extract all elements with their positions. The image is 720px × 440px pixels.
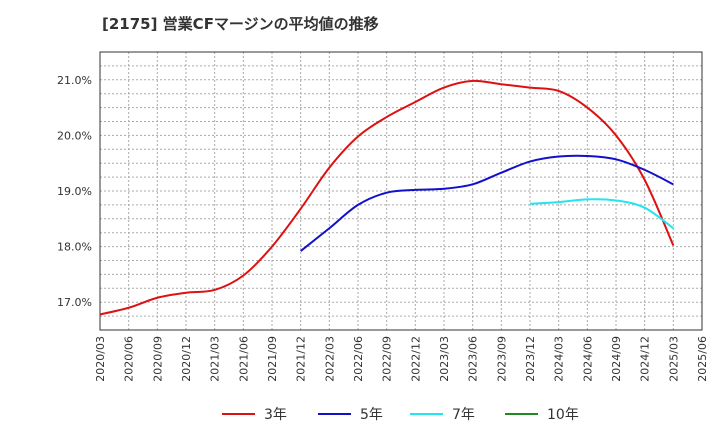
x-tick-label: 2021/12 bbox=[295, 336, 308, 382]
y-tick-label: 21.0% bbox=[57, 74, 92, 87]
x-tick-label: 2020/03 bbox=[94, 336, 107, 382]
x-tick-label: 2022/12 bbox=[409, 336, 422, 382]
x-axis-ticks: 2020/03 2020/06 2020/09 2020/12 2021/03 2021/… bbox=[94, 336, 709, 382]
x-tick-label: 2022/06 bbox=[352, 336, 365, 382]
x-tick-label: 2024/03 bbox=[553, 336, 566, 382]
series-lines bbox=[99, 79, 675, 316]
x-tick-label: 2024/12 bbox=[639, 336, 652, 382]
y-tick-label: 18.0% bbox=[57, 241, 92, 254]
x-tick-label: 2023/12 bbox=[524, 336, 537, 382]
x-tick-label: 2020/09 bbox=[151, 336, 164, 382]
x-tick-label: 2023/03 bbox=[438, 336, 451, 382]
y-tick-label: 20.0% bbox=[57, 129, 92, 142]
x-tick-label: 2024/06 bbox=[581, 336, 594, 382]
legend-label-5年: 5年 bbox=[360, 407, 383, 423]
x-tick-label: 2023/06 bbox=[467, 336, 480, 382]
legend-label-10年: 10年 bbox=[547, 407, 579, 423]
x-tick-label: 2022/03 bbox=[323, 336, 336, 382]
legend-label-7年: 7年 bbox=[452, 407, 475, 423]
series-line-3年 bbox=[99, 79, 675, 316]
x-tick-label: 2020/12 bbox=[180, 336, 193, 382]
series-line-7年 bbox=[529, 198, 674, 230]
legend: 3年 5年 7年 10年 bbox=[222, 407, 579, 423]
x-tick-label: 2022/09 bbox=[381, 336, 394, 382]
x-tick-label: 2023/09 bbox=[495, 336, 508, 382]
plot-frame bbox=[99, 51, 703, 331]
x-tick-label: 2025/06 bbox=[696, 336, 709, 382]
y-tick-label: 19.0% bbox=[57, 185, 92, 198]
x-tick-label: 2025/03 bbox=[667, 336, 680, 382]
chart-title: [2175] 営業CFマージンの平均値の推移 bbox=[102, 15, 379, 33]
legend-label-3年: 3年 bbox=[264, 407, 287, 423]
series-line-5年 bbox=[300, 154, 674, 252]
x-tick-label: 2020/06 bbox=[123, 336, 136, 382]
x-tick-label: 2021/06 bbox=[237, 336, 250, 382]
y-tick-label: 17.0% bbox=[57, 296, 92, 309]
x-tick-label: 2021/09 bbox=[266, 336, 279, 382]
x-tick-label: 2021/03 bbox=[209, 336, 222, 382]
x-tick-label: 2024/09 bbox=[610, 336, 623, 382]
y-axis-ticks: 17.0% 18.0% 19.0% 20.0% 21.0% bbox=[57, 74, 92, 309]
